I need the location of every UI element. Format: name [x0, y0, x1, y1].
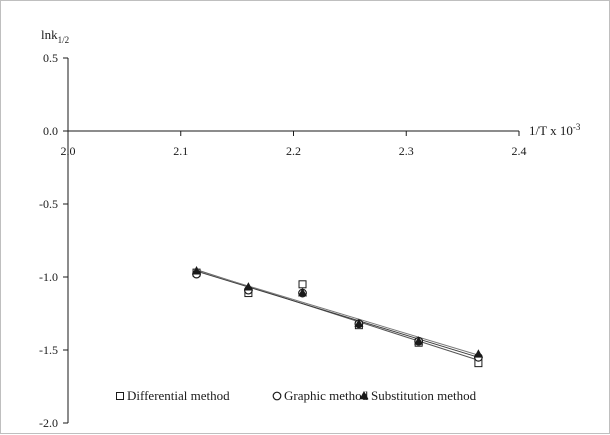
legend-marker-square [116, 392, 124, 400]
data-point-triangle [473, 349, 483, 358]
y-tick-label: -1.0 [39, 270, 58, 284]
data-point-triangle [354, 318, 364, 328]
legend-marker-triangle [359, 390, 369, 400]
legend-item: Substitution method [359, 388, 477, 403]
fit-line [196, 270, 479, 358]
data-point-triangle [192, 266, 202, 275]
legend-item: Differential method [116, 388, 230, 403]
y-tick-label: 0.5 [43, 51, 58, 65]
x-tick-label: 2.0 [61, 144, 76, 158]
data-point-triangle [298, 287, 308, 297]
y-tick-label: -0.5 [39, 197, 58, 211]
axes-layer: 0.5 0.0 -0.5 -1.0 -1.5 -2.0 2.0 2.1 2.2 2.3 2.4 lnk… [39, 27, 581, 430]
y-tick-label: -1.5 [39, 343, 58, 357]
x-tick-label: 2.4 [512, 144, 527, 158]
y-axis-title-subscript: 1/2 [58, 35, 70, 45]
fit-line [196, 269, 479, 356]
x-tick-label: 2.2 [286, 144, 301, 158]
y-tick-label: -2.0 [39, 416, 58, 430]
x-axis-title-superscript: -3 [573, 122, 581, 132]
y-axis-title-main: lnk [41, 27, 58, 42]
x-tick-label: 2.3 [399, 144, 414, 158]
legend-label: Differential method [127, 388, 230, 403]
legend-label: Substitution method [371, 388, 477, 403]
markers-layer [192, 266, 483, 368]
data-point-triangle [243, 282, 253, 291]
legend-item: Graphic method [272, 388, 369, 403]
y-tick-label: 0.0 [43, 124, 58, 138]
data-point-square [298, 280, 307, 289]
legend-label: Graphic method [284, 388, 369, 403]
data-point-triangle [414, 336, 424, 345]
legend-marker-circle [272, 391, 282, 401]
x-axis-title-main: 1/T x 10 [529, 123, 573, 138]
x-axis-title: 1/T x 10-3 [529, 122, 581, 138]
y-axis-title: lnk1/2 [41, 27, 69, 45]
x-tick-label: 2.1 [173, 144, 188, 158]
fit-lines-layer [196, 269, 479, 361]
legend: Differential method Graphic method Substit… [116, 388, 477, 403]
